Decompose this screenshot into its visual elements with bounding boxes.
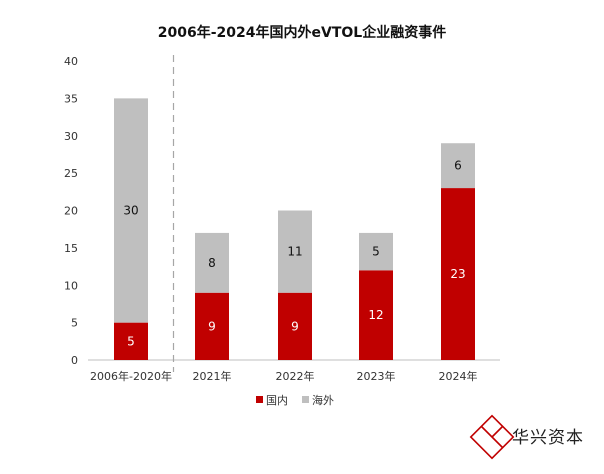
bar-segment-domestic: [195, 292, 229, 360]
brand-logo: 华兴资本: [469, 414, 584, 460]
bar-value-label: 5: [127, 334, 135, 348]
bar-value-label: 9: [208, 319, 216, 333]
legend-label: 海外: [312, 393, 334, 407]
bar-segment-overseas: [359, 232, 393, 271]
bar-segment-overseas: [195, 232, 229, 293]
y-tick-label: 5: [71, 317, 78, 330]
bar-value-label: 12: [368, 308, 383, 322]
bar-value-label: 30: [123, 204, 138, 218]
y-tick-label: 30: [64, 130, 78, 143]
x-tick-label: 2021年: [193, 369, 232, 383]
y-tick-label: 0: [71, 354, 78, 367]
x-tick-label: 2023年: [357, 369, 396, 383]
x-tick-label: 2006年-2020年: [90, 369, 172, 383]
x-axis-labels: 2006年-2020年 2021年 2022年 2023年 2024年: [90, 369, 477, 383]
bar-segment-overseas: [114, 98, 148, 323]
x-tick-label: 2022年: [276, 369, 315, 383]
bar-segment-domestic: [441, 188, 475, 360]
y-tick-label: 35: [64, 92, 78, 105]
bar-segment-domestic: [114, 322, 148, 360]
chart-title: 2006年-2024年国内外eVTOL企业融资事件: [158, 24, 446, 41]
y-tick-label: 15: [64, 242, 78, 255]
y-tick-label: 20: [64, 205, 78, 218]
brand-name: 华兴资本: [512, 428, 584, 448]
legend: 国内 海外: [256, 393, 334, 407]
legend-swatch: [256, 396, 263, 403]
bar-segment-overseas: [278, 210, 312, 293]
legend-swatch: [302, 396, 309, 403]
bar-value-label: 23: [450, 267, 465, 281]
y-axis: 0 5 10 15 20 25 30 35 40: [64, 55, 78, 367]
y-tick-label: 40: [64, 55, 78, 68]
legend-label: 国内: [266, 393, 288, 407]
bar-value-label: 8: [208, 256, 216, 270]
bar-value-label: 5: [372, 245, 380, 259]
brand-logo-icon: [469, 414, 515, 460]
bar-segment-domestic: [278, 292, 312, 360]
bar-value-label: 9: [291, 319, 299, 333]
bar-value-label: 6: [454, 159, 462, 173]
bars-layer: 5 30 9 8 9 11 12 5 23 6: [114, 98, 475, 360]
y-tick-label: 25: [64, 167, 78, 180]
bar-value-label: 11: [287, 245, 302, 259]
x-tick-label: 2024年: [439, 369, 478, 383]
y-tick-label: 10: [64, 279, 78, 292]
bar-segment-domestic: [359, 270, 393, 360]
bar-segment-overseas: [441, 143, 475, 189]
